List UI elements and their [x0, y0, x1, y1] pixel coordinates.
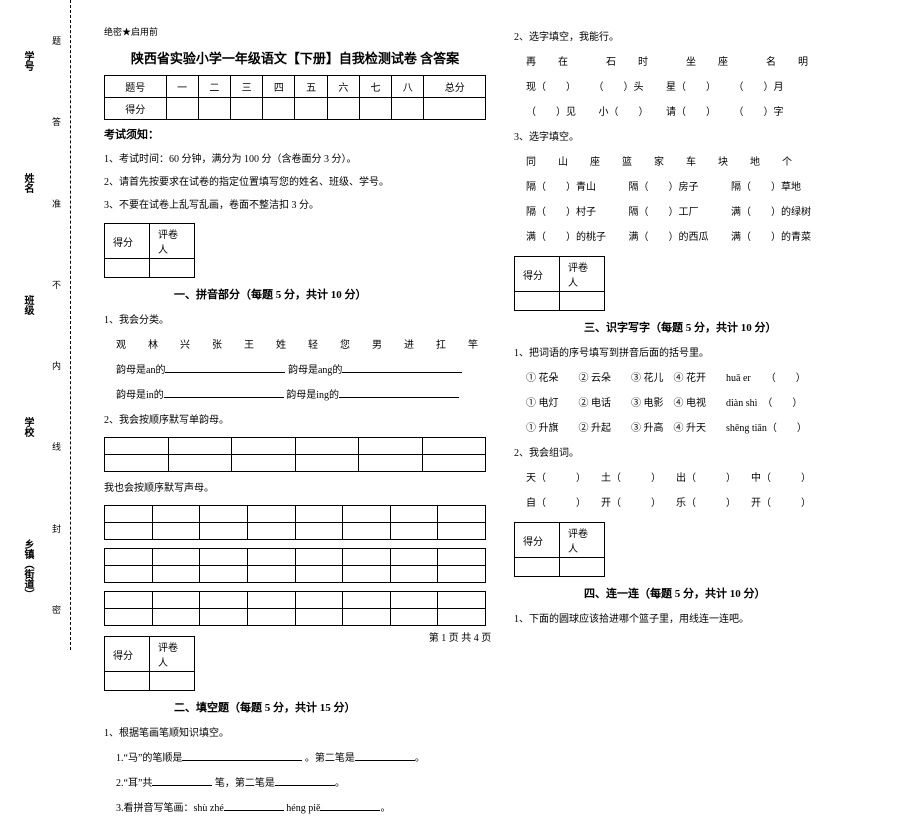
s3-q1: 1、把词语的序号填写到拼音后面的括号里。: [514, 345, 896, 362]
s3-q2: 2、我会组词。: [514, 445, 896, 462]
notice-1: 1、考试时间：60 分钟，满分为 100 分（含卷面分 3 分）。: [104, 152, 486, 167]
score-box-4: 得分评卷人: [514, 522, 896, 577]
s1-q1: 1、我会分类。: [104, 312, 486, 329]
notice-2: 2、请首先按要求在试卷的指定位置填写您的姓名、班级、学号。: [104, 175, 486, 190]
score-box-2: 得分评卷人: [104, 636, 486, 691]
right-column: 2、选字填空，我能行。 再 在 石 时 坐 座 名 明 现（ ） （ ）头 星（…: [500, 25, 910, 625]
grid-3: [104, 548, 486, 583]
score-box-1: 得分评卷人: [104, 223, 486, 278]
grid-2: [104, 505, 486, 540]
s1-q2b: 我也会按顺序默写声母。: [104, 480, 486, 497]
binding-marks: 题 答 准 不 内 线 封 密: [50, 0, 63, 650]
grid-1: [104, 437, 486, 472]
secret-mark: 绝密★启用前: [104, 25, 486, 38]
section-2-title: 二、填空题（每题 5 分，共计 15 分）: [104, 699, 486, 715]
page-body: 绝密★启用前 陕西省实验小学一年级语文【下册】自我检测试卷 含答案 题号 一 二…: [90, 25, 910, 625]
s2-q1: 1、根据笔画笔顺知识填空。: [104, 725, 486, 742]
label-xiangzhen: 乡镇（街道）: [20, 533, 35, 605]
score-summary-table: 题号 一 二 三 四 五 六 七 八 总分 得分: [104, 75, 486, 120]
label-banji: 班级: [20, 289, 35, 321]
section-3-title: 三、识字写字（每题 5 分，共计 10 分）: [514, 319, 896, 335]
grid-4: [104, 591, 486, 626]
label-xingming: 姓名: [20, 167, 35, 199]
s2b-q3: 3、选字填空。: [514, 129, 896, 146]
label-xuexiao: 学校: [20, 411, 35, 443]
s2b-q2: 2、选字填空，我能行。: [514, 29, 896, 46]
s1-q1-chars: 观 林 兴 张 王 姓 轻 您 男 进 扛 竿: [104, 337, 486, 354]
left-column: 绝密★启用前 陕西省实验小学一年级语文【下册】自我检测试卷 含答案 题号 一 二…: [90, 25, 500, 625]
exam-title: 陕西省实验小学一年级语文【下册】自我检测试卷 含答案: [104, 48, 486, 67]
score-box-3: 得分评卷人: [514, 256, 896, 311]
section-4-title: 四、连一连（每题 5 分，共计 10 分）: [514, 585, 896, 601]
s4-q1: 1、下面的圆球应该拾进哪个篮子里，用线连一连吧。: [514, 611, 896, 628]
binding-labels: 学号 姓名 班级 学校 乡镇（街道）: [20, 0, 35, 650]
s1-q2: 2、我会按顺序默写单韵母。: [104, 412, 486, 429]
notice-3: 3、不要在试卷上乱写乱画，卷面不整洁扣 3 分。: [104, 198, 486, 213]
page-footer: 第 1 页 共 4 页: [0, 629, 920, 644]
section-1-title: 一、拼音部分（每题 5 分，共计 10 分）: [104, 286, 486, 302]
binding-margin: 学号 姓名 班级 学校 乡镇（街道） 题 答 准 不 内 线 封 密: [0, 0, 71, 650]
notice-head: 考试须知：: [104, 126, 486, 142]
label-xuehao: 学号: [20, 45, 35, 77]
